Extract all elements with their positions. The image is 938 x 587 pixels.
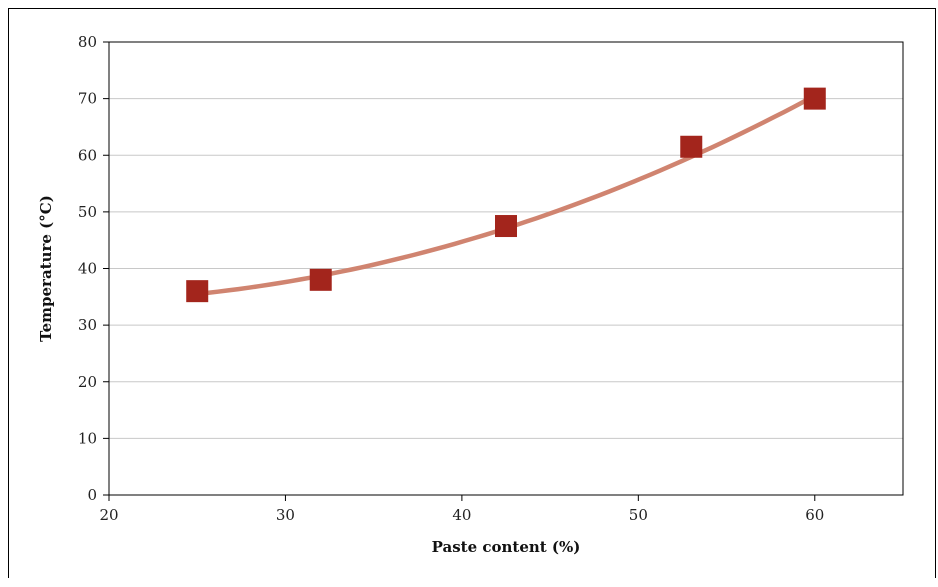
x-tick-label: 30 xyxy=(276,506,295,524)
plot-area-border xyxy=(108,41,904,496)
y-tick-label: 60 xyxy=(78,146,97,164)
y-tick-label: 80 xyxy=(78,33,97,51)
data-points xyxy=(186,87,826,303)
y-axis-title: Temperature (°C) xyxy=(37,195,55,342)
data-point-square xyxy=(309,268,332,291)
y-tick-label: 0 xyxy=(87,486,97,504)
x-tick-label: 50 xyxy=(629,506,648,524)
x-tick-label: 40 xyxy=(452,506,471,524)
y-tick-label: 30 xyxy=(78,316,97,334)
y-tick-label: 50 xyxy=(78,203,97,221)
gridlines xyxy=(109,41,903,439)
data-point-square xyxy=(803,87,826,110)
chart-frame: 20 30 40 50 60 0 10 20 30 40 50 60 70 80 Paste conte… xyxy=(8,8,936,578)
data-point-square xyxy=(186,280,209,303)
trendline xyxy=(194,93,818,297)
x-axis-title: Paste content (%) xyxy=(432,538,581,556)
y-tick-label: 10 xyxy=(78,429,97,447)
y-tick-label: 70 xyxy=(78,90,97,108)
x-tick-labels: 20 30 40 50 60 xyxy=(99,506,824,524)
scatter-chart: 20 30 40 50 60 0 10 20 30 40 50 60 70 80 Paste conte… xyxy=(37,33,904,556)
data-point-square xyxy=(495,215,517,238)
x-tick-label: 60 xyxy=(805,506,824,524)
data-point-square xyxy=(680,135,703,158)
y-tick-label: 20 xyxy=(78,373,97,391)
axes xyxy=(103,41,904,501)
y-tick-label: 40 xyxy=(78,260,97,278)
y-tick-labels: 0 10 20 30 40 50 60 70 80 xyxy=(78,33,97,504)
trendline-group xyxy=(194,93,818,297)
x-tick-label: 20 xyxy=(99,506,118,524)
